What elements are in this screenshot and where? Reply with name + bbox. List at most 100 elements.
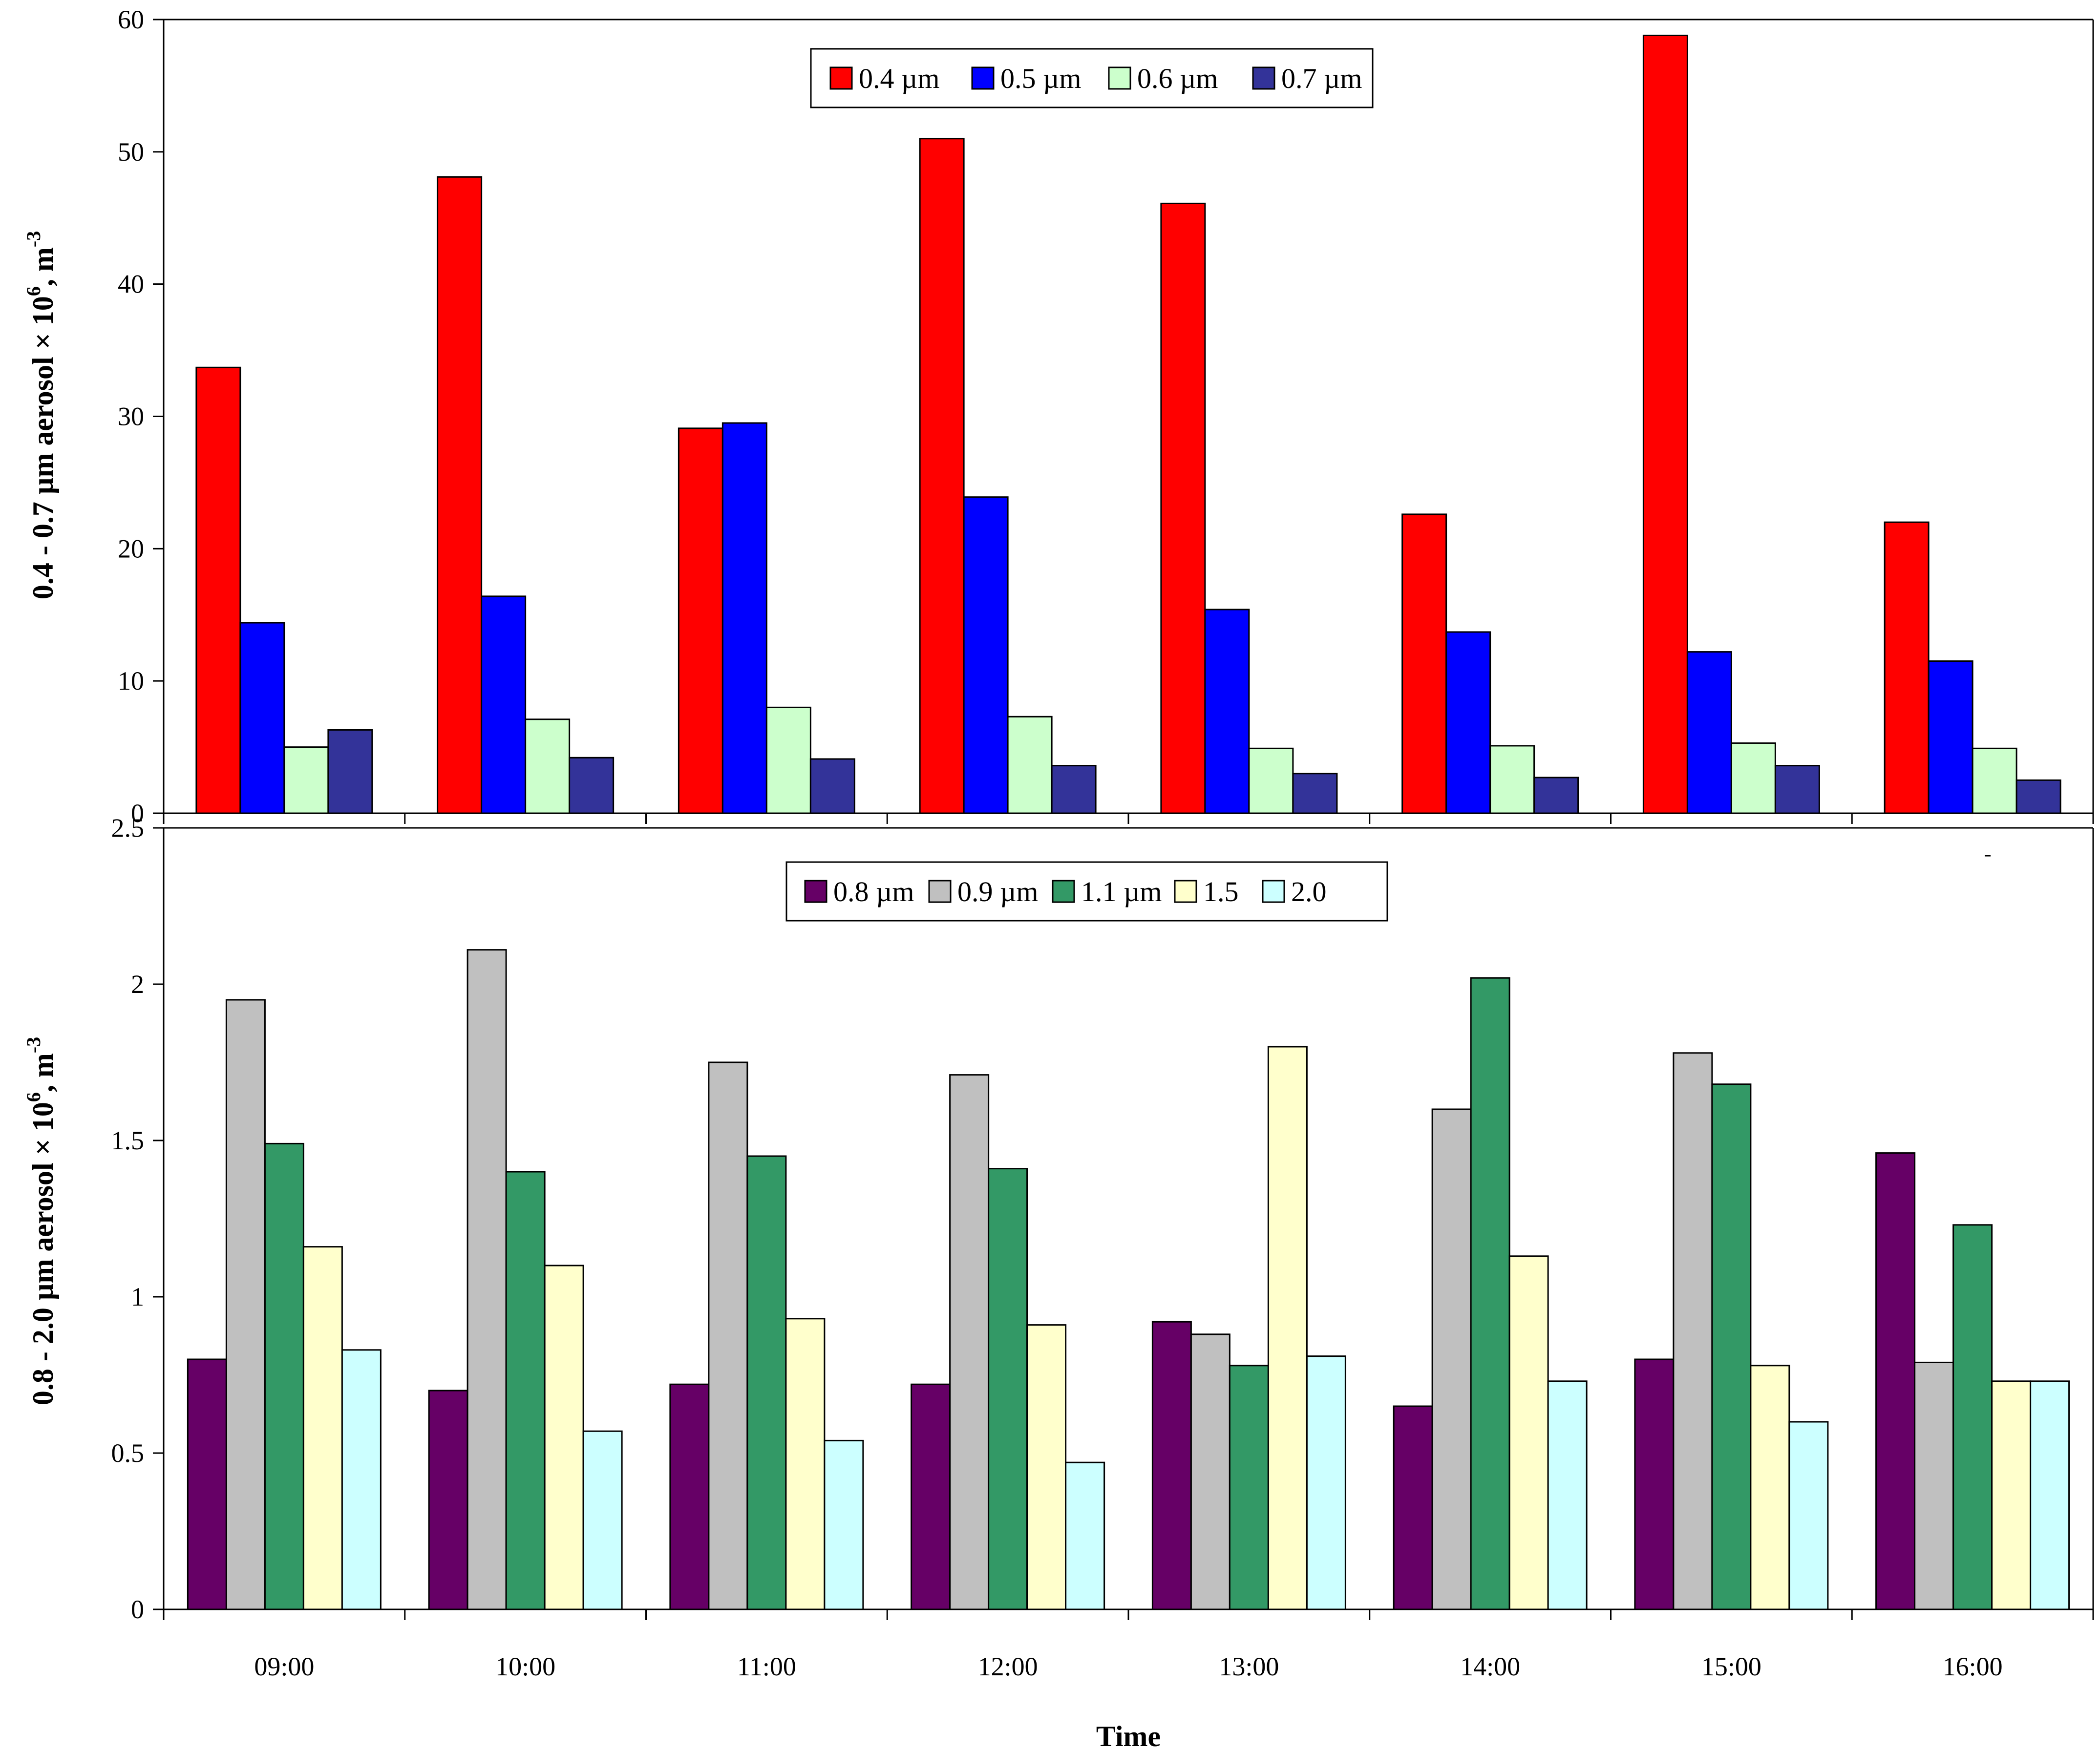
top-bar-0-6-m-1100 xyxy=(765,706,811,814)
bottom-y-axis-title-unit: , m xyxy=(27,1053,59,1092)
bottom-bar-1-5-1200 xyxy=(1026,1324,1067,1610)
bottom-legend-swatch xyxy=(804,880,827,903)
top-bar-0-4-m-1600 xyxy=(1884,521,1930,814)
shared-x-axis: 09:00 10:00 11:00 12:00 13:00 14:00 15:00 16:00… xyxy=(254,1652,2002,1752)
bottom-bar-2-0-1500 xyxy=(1788,1421,1829,1610)
top-y-axis-title-unit-exp: -3 xyxy=(22,231,44,247)
x-tick-label: 10:00 xyxy=(495,1652,555,1681)
bottom-bar-0-9-m-1000 xyxy=(467,949,507,1610)
bottom-y-tick-label: 2 xyxy=(131,970,144,999)
top-y-axis-title-exp: 6 xyxy=(22,286,44,296)
top-bar-0-6-m-0900 xyxy=(283,746,329,814)
top-bar-0-7-m-1100 xyxy=(809,758,855,814)
top-bar-0-5-m-1600 xyxy=(1928,660,1973,814)
bottom-bar-0-8-m-1400 xyxy=(1393,1405,1433,1610)
bottom-legend-box xyxy=(785,861,1388,922)
top-bar-0-5-m-1100 xyxy=(721,422,767,814)
top-bar-0-4-m-1000 xyxy=(437,176,483,814)
bottom-bar-1-1-m-1000 xyxy=(505,1171,546,1610)
bottom-bar-1-5-0900 xyxy=(302,1246,343,1610)
bottom-legend-label: 1.1 µm xyxy=(1081,876,1162,908)
bottom-bar-1-5-1500 xyxy=(1750,1365,1790,1610)
bottom-bar-0-9-m-1100 xyxy=(708,1061,748,1610)
top-legend: 0.4 µm 0.5 µm 0.6 µm 0.7 µm xyxy=(810,48,1374,108)
top-bar-0-5-m-1200 xyxy=(963,496,1009,814)
bottom-bar-0-8-m-1000 xyxy=(428,1390,468,1610)
top-bar-0-7-m-1600 xyxy=(2015,779,2061,814)
bottom-bar-1-5-1300 xyxy=(1267,1046,1308,1610)
top-legend-label: 0.6 µm xyxy=(1137,63,1218,94)
x-tick-label: 14:00 xyxy=(1460,1652,1520,1681)
top-bar-0-6-m-1300 xyxy=(1248,747,1294,814)
bottom-legend: 0.8 µm 0.9 µm 1.1 µm 1.5 2.0 xyxy=(785,861,1388,922)
bottom-bar-0-8-m-1500 xyxy=(1634,1358,1675,1610)
top-y-axis-title: 0.4 - 0.7 µm aerosol × 106, m-3 xyxy=(22,231,59,599)
top-bar-0-4-m-1400 xyxy=(1401,513,1447,814)
bottom-bar-1-1-m-1600 xyxy=(1952,1224,1993,1610)
bottom-bar-2-0-1000 xyxy=(582,1430,623,1610)
bottom-bar-0-9-m-1500 xyxy=(1673,1052,1713,1610)
top-y-tick-label: 10 xyxy=(118,666,144,696)
bottom-bar-0-8-m-0900 xyxy=(187,1358,227,1610)
bottom-legend-swatch xyxy=(1262,880,1285,903)
top-bar-0-6-m-1600 xyxy=(1972,747,2017,814)
top-bar-0-7-m-0900 xyxy=(327,729,373,814)
bottom-bar-1-1-m-0900 xyxy=(264,1142,304,1610)
bottom-bar-1-5-1100 xyxy=(785,1318,826,1610)
bottom-bar-1-1-m-1400 xyxy=(1470,977,1510,1610)
x-tick-label: 15:00 xyxy=(1701,1652,1761,1681)
bottom-legend-swatch xyxy=(1174,880,1197,903)
bottom-y-tick-label: 0.5 xyxy=(111,1438,145,1468)
bottom-y-tick-label: 0 xyxy=(131,1595,144,1624)
bottom-bar-2-0-1400 xyxy=(1547,1380,1588,1610)
bottom-y-tick-label: 1.5 xyxy=(111,1126,145,1155)
top-legend-label: 0.7 µm xyxy=(1281,63,1362,94)
bottom-bar-2-0-1600 xyxy=(2030,1380,2070,1610)
x-tick-label: 13:00 xyxy=(1219,1652,1279,1681)
top-y-axis-title-main: 0.4 - 0.7 µm aerosol × 10 xyxy=(27,296,59,599)
top-bar-0-6-m-1400 xyxy=(1489,745,1535,814)
top-y-tick-label: 50 xyxy=(118,137,144,167)
top-bar-0-6-m-1200 xyxy=(1007,716,1053,814)
bottom-bar-0-9-m-1600 xyxy=(1914,1361,1954,1610)
bottom-bar-2-0-1300 xyxy=(1306,1355,1346,1610)
top-bar-0-6-m-1000 xyxy=(525,718,571,814)
top-bar-0-4-m-0900 xyxy=(195,366,241,814)
x-tick-label: 16:00 xyxy=(1943,1652,2003,1681)
top-legend-label: 0.5 µm xyxy=(1000,63,1082,94)
bottom-legend-swatch xyxy=(1052,880,1075,903)
top-y-tick-label: 40 xyxy=(118,270,144,299)
top-bar-0-5-m-0900 xyxy=(239,622,285,814)
bottom-bar-0-8-m-1200 xyxy=(911,1383,951,1610)
top-bar-0-7-m-1200 xyxy=(1051,765,1097,814)
top-bar-0-5-m-1000 xyxy=(481,595,527,814)
top-legend-swatch xyxy=(971,66,995,90)
bottom-bar-0-9-m-1300 xyxy=(1190,1333,1230,1610)
top-bar-0-7-m-1500 xyxy=(1774,765,1820,814)
bottom-bar-0-9-m-1200 xyxy=(949,1074,990,1610)
top-legend-box xyxy=(810,48,1374,108)
bottom-bar-0-8-m-1600 xyxy=(1875,1152,1916,1610)
top-bar-0-7-m-1300 xyxy=(1292,773,1338,814)
bottom-legend-label: 1.5 xyxy=(1203,876,1239,908)
top-y-tick-label: 20 xyxy=(118,534,144,563)
bottom-bar-0-8-m-1300 xyxy=(1151,1321,1192,1610)
bottom-legend-label: 0.8 µm xyxy=(833,876,914,908)
top-legend-swatch xyxy=(1252,66,1275,90)
bottom-bar-1-1-m-1500 xyxy=(1711,1083,1752,1610)
top-y-tick-label: 60 xyxy=(118,5,144,34)
bottom-bar-0-9-m-1400 xyxy=(1431,1108,1472,1610)
bottom-bar-0-9-m-0900 xyxy=(225,999,266,1610)
bottom-bar-1-1-m-1200 xyxy=(988,1168,1028,1610)
bottom-bar-1-5-1000 xyxy=(544,1265,584,1610)
bottom-bar-2-0-1100 xyxy=(824,1439,864,1610)
top-bar-0-5-m-1400 xyxy=(1445,631,1491,814)
top-bar-0-7-m-1000 xyxy=(569,757,615,814)
bottom-bar-2-0-0900 xyxy=(341,1349,382,1610)
bottom-y-tick-label: 1 xyxy=(131,1282,144,1311)
top-legend-swatch xyxy=(829,66,853,90)
bottom-y-axis-title: 0.8 - 2.0 µm aerosol × 106, m-3 xyxy=(22,1037,59,1405)
top-bar-0-4-m-1500 xyxy=(1642,35,1688,814)
